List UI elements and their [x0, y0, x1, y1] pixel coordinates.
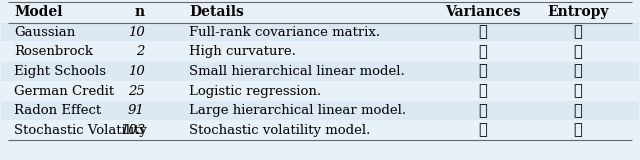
Text: Rosenbrock: Rosenbrock — [14, 45, 93, 58]
Text: Gaussian: Gaussian — [14, 26, 76, 39]
Text: 10: 10 — [128, 26, 145, 39]
Text: Model: Model — [14, 5, 63, 19]
Text: Radon Effect: Radon Effect — [14, 104, 101, 117]
Text: 103: 103 — [120, 124, 145, 137]
Text: ✓: ✓ — [573, 84, 582, 98]
Text: 10: 10 — [128, 65, 145, 78]
Text: Variances: Variances — [445, 5, 520, 19]
FancyBboxPatch shape — [1, 62, 639, 81]
Text: n: n — [134, 5, 145, 19]
Text: Logistic regression.: Logistic regression. — [189, 84, 321, 97]
Text: High curvature.: High curvature. — [189, 45, 296, 58]
Text: Entropy: Entropy — [547, 5, 609, 19]
Text: Full-rank covariance matrix.: Full-rank covariance matrix. — [189, 26, 381, 39]
Text: ✗: ✗ — [478, 123, 487, 137]
Text: 25: 25 — [128, 84, 145, 97]
Text: Eight Schools: Eight Schools — [14, 65, 106, 78]
Text: Stochastic Volatility: Stochastic Volatility — [14, 124, 147, 137]
Text: ✓: ✓ — [478, 45, 487, 59]
Text: 2: 2 — [136, 45, 145, 58]
Text: Stochastic volatility model.: Stochastic volatility model. — [189, 124, 371, 137]
Text: Details: Details — [189, 5, 244, 19]
Text: 91: 91 — [128, 104, 145, 117]
Text: German Credit: German Credit — [14, 84, 115, 97]
Text: ✓: ✓ — [573, 25, 582, 39]
Text: Small hierarchical linear model.: Small hierarchical linear model. — [189, 65, 405, 78]
Text: ✓: ✓ — [573, 45, 582, 59]
Text: ✓: ✓ — [573, 123, 582, 137]
Text: ✓: ✓ — [573, 64, 582, 78]
FancyBboxPatch shape — [1, 101, 639, 120]
Text: Large hierarchical linear model.: Large hierarchical linear model. — [189, 104, 406, 117]
Text: ✓: ✓ — [478, 25, 487, 39]
Text: ✓: ✓ — [478, 84, 487, 98]
FancyBboxPatch shape — [1, 23, 639, 41]
Text: ✗: ✗ — [478, 64, 487, 78]
Text: ✗: ✗ — [478, 104, 487, 118]
Text: ✓: ✓ — [573, 104, 582, 118]
